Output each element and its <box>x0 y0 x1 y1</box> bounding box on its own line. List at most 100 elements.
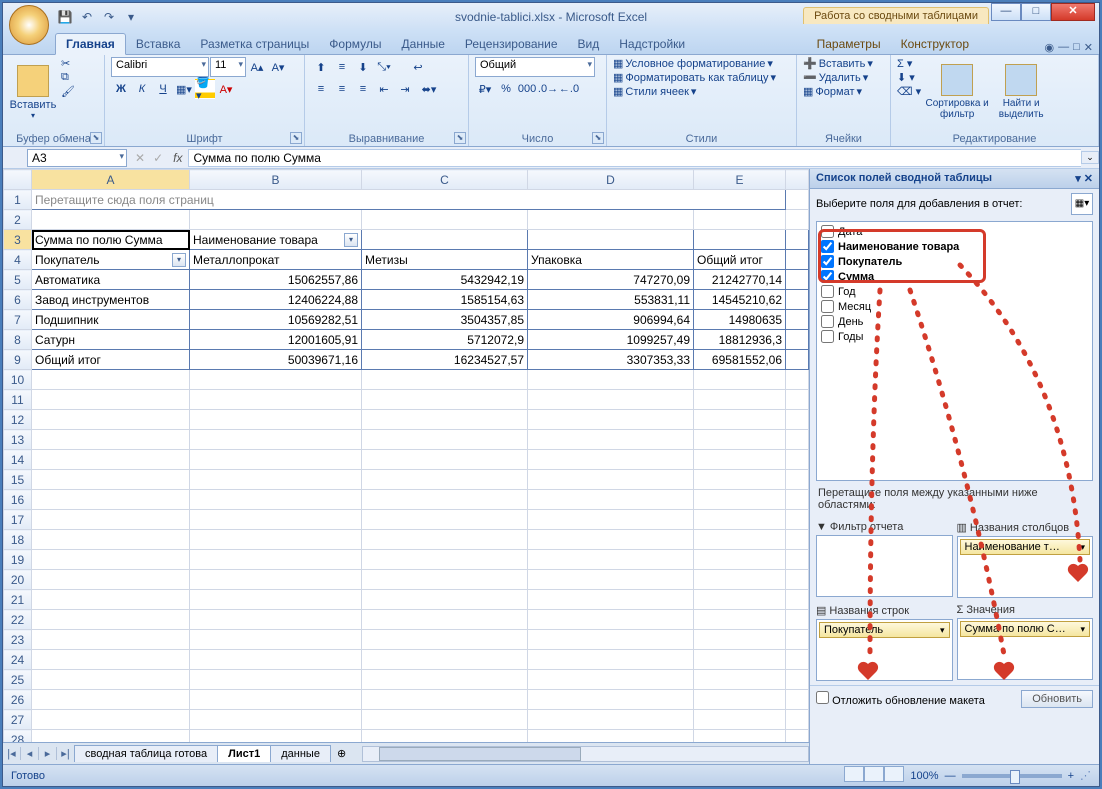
select-all-corner[interactable] <box>4 170 32 190</box>
row-header[interactable]: 7 <box>4 310 32 330</box>
pivot-row-label[interactable]: Завод инструментов <box>32 290 190 310</box>
cell[interactable] <box>32 370 190 390</box>
row-header[interactable]: 15 <box>4 470 32 490</box>
cell[interactable] <box>362 510 528 530</box>
cell[interactable]: 553831,11 <box>528 290 694 310</box>
cell[interactable] <box>362 370 528 390</box>
align-right-button[interactable]: ≡ <box>353 79 373 99</box>
ribbon-tab[interactable]: Формулы <box>319 34 391 54</box>
minimize-button[interactable]: — <box>991 3 1021 21</box>
align-bottom-button[interactable]: ⬇ <box>353 57 373 77</box>
cell[interactable]: 18812936,3 <box>694 330 786 350</box>
row-header[interactable]: 22 <box>4 610 32 630</box>
field-checkbox[interactable] <box>821 300 834 313</box>
values-drop-zone[interactable]: Сумма по полю С… <box>957 618 1094 680</box>
cell[interactable] <box>528 450 694 470</box>
sheet-tab[interactable]: данные <box>270 745 331 762</box>
fill-color-button[interactable]: 🪣▾ <box>195 79 215 99</box>
cell[interactable] <box>528 210 694 230</box>
cell[interactable]: 14545210,62 <box>694 290 786 310</box>
row-header[interactable]: 27 <box>4 710 32 730</box>
cell[interactable] <box>694 690 786 710</box>
cell[interactable] <box>528 610 694 630</box>
cell[interactable] <box>694 530 786 550</box>
grow-font-button[interactable]: A▴ <box>247 57 267 77</box>
zoom-out-button[interactable]: — <box>945 770 956 782</box>
pivot-row-label[interactable]: Сатурн <box>32 330 190 350</box>
row-header[interactable]: 14 <box>4 450 32 470</box>
sheet-nav-last[interactable]: ▸| <box>57 747 75 760</box>
cell[interactable] <box>32 610 190 630</box>
cell[interactable]: Металлопрокат <box>190 250 362 270</box>
cell[interactable] <box>528 550 694 570</box>
cell[interactable] <box>786 670 809 690</box>
ribbon-tab[interactable]: Главная <box>55 33 126 55</box>
conditional-formatting-button[interactable]: ▦ Условное форматирование ▾ <box>613 57 773 70</box>
cell[interactable]: 16234527,57 <box>362 350 528 370</box>
field-checkbox[interactable] <box>821 255 834 268</box>
pivot-row-label[interactable]: Автоматика <box>32 270 190 290</box>
cell[interactable] <box>786 490 809 510</box>
cell[interactable]: 5712072,9 <box>362 330 528 350</box>
cell[interactable] <box>694 610 786 630</box>
defer-update-checkbox[interactable]: Отложить обновление макета <box>816 691 985 707</box>
sort-filter-button[interactable]: Сортировка и фильтр <box>925 57 989 127</box>
help-icon[interactable]: ◉ <box>1045 41 1055 54</box>
cell[interactable] <box>528 370 694 390</box>
sheet-tab[interactable]: сводная таблица готова <box>74 745 218 762</box>
row-header[interactable]: 13 <box>4 430 32 450</box>
cell[interactable] <box>362 690 528 710</box>
align-center-button[interactable]: ≡ <box>332 79 352 99</box>
cell[interactable] <box>786 410 809 430</box>
doc-close-icon[interactable]: ✕ <box>1084 41 1093 54</box>
cell[interactable] <box>786 470 809 490</box>
cell[interactable] <box>786 590 809 610</box>
cell[interactable]: 15062557,86 <box>190 270 362 290</box>
ribbon-tab[interactable]: Вид <box>568 34 610 54</box>
align-middle-button[interactable]: ≡ <box>332 57 352 77</box>
cell[interactable] <box>528 650 694 670</box>
fx-button[interactable]: fx <box>167 151 188 165</box>
cell[interactable] <box>362 610 528 630</box>
cell[interactable]: 14980635 <box>694 310 786 330</box>
cell[interactable]: 10569282,51 <box>190 310 362 330</box>
row-field-dropdown[interactable]: ▾ <box>172 253 186 267</box>
cell[interactable] <box>786 530 809 550</box>
cell[interactable] <box>362 430 528 450</box>
cell[interactable] <box>786 630 809 650</box>
name-box[interactable]: A3 <box>27 149 127 167</box>
cell[interactable] <box>786 350 809 370</box>
filter-drop-zone[interactable] <box>816 535 953 597</box>
qat-redo-icon[interactable]: ↷ <box>99 7 119 27</box>
cell[interactable] <box>786 310 809 330</box>
cell[interactable] <box>362 630 528 650</box>
cell[interactable] <box>32 590 190 610</box>
font-dialog-launcher[interactable]: ⬊ <box>290 132 302 144</box>
office-button[interactable] <box>9 5 49 45</box>
pivot-field-item[interactable]: Покупатель <box>819 254 1090 269</box>
cell[interactable]: Упаковка <box>528 250 694 270</box>
cell[interactable] <box>694 550 786 570</box>
sheet-nav-first[interactable]: |◂ <box>3 747 21 760</box>
autosum-button[interactable]: Σ ▾ <box>897 57 921 70</box>
cell[interactable]: Метизы <box>362 250 528 270</box>
paste-button[interactable]: Вставить▾ <box>9 57 57 127</box>
col-header[interactable] <box>786 170 809 190</box>
col-header[interactable]: C <box>362 170 528 190</box>
cell[interactable] <box>362 490 528 510</box>
cell[interactable] <box>694 630 786 650</box>
cell[interactable] <box>528 510 694 530</box>
cell[interactable] <box>694 570 786 590</box>
cell[interactable] <box>694 230 786 250</box>
cell[interactable] <box>32 510 190 530</box>
cell[interactable]: 5432942,19 <box>362 270 528 290</box>
cell[interactable] <box>528 410 694 430</box>
font-size-combo[interactable]: 11 <box>210 57 246 77</box>
cell[interactable] <box>694 410 786 430</box>
cell[interactable] <box>528 570 694 590</box>
row-header[interactable]: 26 <box>4 690 32 710</box>
col-header[interactable]: A <box>32 170 190 190</box>
number-dialog-launcher[interactable]: ⬊ <box>592 132 604 144</box>
cell[interactable] <box>190 450 362 470</box>
ribbon-tab[interactable]: Вставка <box>126 34 191 54</box>
